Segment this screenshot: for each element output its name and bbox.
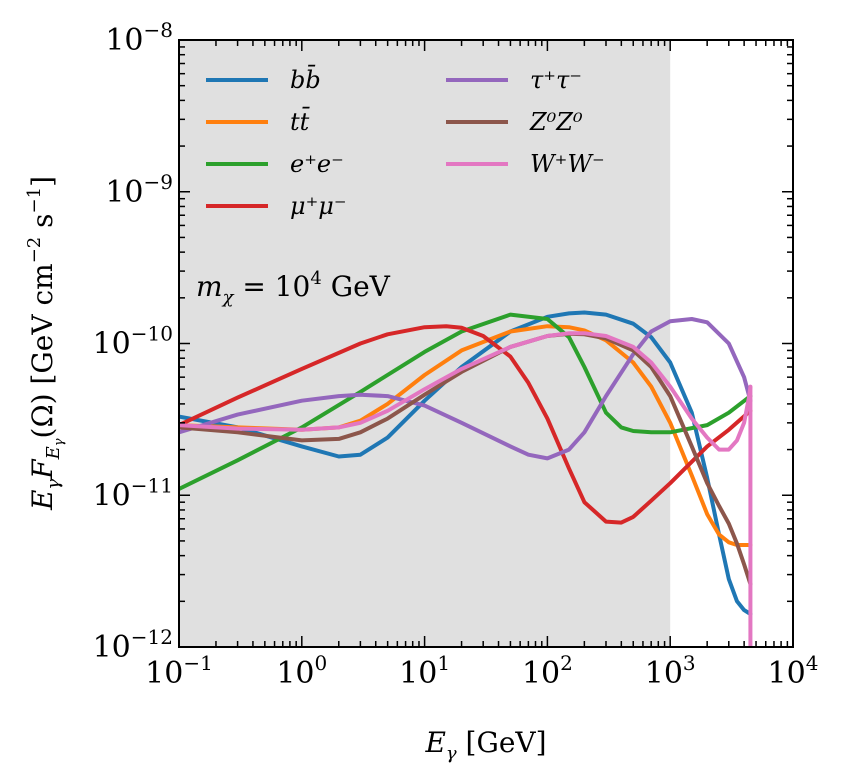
ticks-layer: 10−1 100 101 102 103 104 10−12 10−11 10−10 10−9 10… (93, 18, 819, 691)
series-layer (179, 310, 753, 647)
legend: bb̄ tt̄ e⁺e⁻ μ⁺μ⁻ τ⁺τ⁻ Z⁰Z⁰ W⁺W⁻ (206, 65, 605, 220)
y-tick-label-2: 10−10 (93, 322, 173, 362)
legend-label: τ⁺τ⁻ (530, 66, 582, 94)
x-tick-label-5: 104 (768, 651, 819, 691)
x-axis-label: Eγ [GeV] (424, 726, 546, 764)
y-tick-label-1: 10−11 (93, 473, 173, 513)
legend-label: μ⁺μ⁻ (290, 192, 347, 220)
series-line-4 (179, 317, 753, 461)
y-tick-label-3: 10−9 (105, 170, 173, 210)
legend-entry: μ⁺μ⁻ (206, 192, 347, 220)
legend-entry: tt̄ (206, 107, 310, 136)
x-tick-label-3: 102 (522, 651, 573, 691)
series-line-2 (179, 312, 753, 491)
legend-entry: e⁺e⁻ (206, 150, 344, 178)
legend-entry: bb̄ (206, 65, 321, 94)
x-tick-label-2: 101 (399, 651, 450, 691)
series-line-0 (179, 310, 753, 616)
x-tick-label-4: 103 (645, 651, 696, 691)
y-tick-label-4: 10−8 (105, 18, 173, 58)
y-tick-label-0: 10−12 (93, 625, 173, 665)
legend-label: e⁺e⁻ (290, 150, 344, 178)
legend-label: Z⁰Z⁰ (529, 108, 583, 136)
series-line-6 (179, 331, 753, 452)
legend-entry: Z⁰Z⁰ (446, 108, 583, 136)
shaded-region (179, 40, 671, 647)
legend-entry: W⁺W⁻ (446, 150, 605, 178)
legend-label: bb̄ (290, 65, 321, 94)
series-line-3 (179, 324, 753, 525)
legend-label: W⁺W⁻ (530, 150, 605, 178)
plot-frame (178, 39, 794, 648)
y-axis-label: EγFEγ(Ω) [GeV cm−2 s−1] (24, 176, 67, 511)
legend-label: tt̄ (290, 107, 310, 136)
legend-entry: τ⁺τ⁻ (446, 66, 582, 94)
x-tick-label-0: 10−1 (145, 651, 213, 691)
x-tick-label-1: 100 (276, 651, 327, 691)
mass-annotation: mχ = 104 GeV (196, 268, 391, 308)
